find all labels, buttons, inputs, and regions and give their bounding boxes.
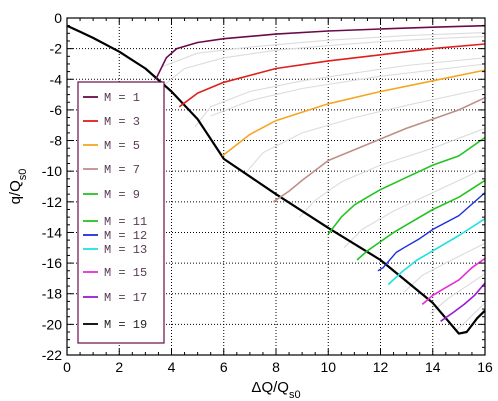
y-tick-label: -2 [50, 41, 63, 57]
x-tick-label: 2 [115, 359, 123, 375]
legend-label: M = 1 [104, 91, 140, 105]
y-tick-label: -8 [50, 133, 63, 149]
series-line-16 [356, 179, 486, 261]
series-line-20 [440, 282, 486, 322]
series-line-4 [343, 167, 486, 249]
legend-label: M = 3 [104, 115, 140, 129]
y-tick-label: -14 [42, 224, 62, 240]
series-line-5 [403, 242, 486, 293]
x-tick-label: 10 [320, 359, 336, 375]
series-line-1 [194, 57, 486, 128]
series-line-3 [299, 127, 486, 218]
x-tick-label: 0 [63, 359, 71, 375]
legend-label: M = 17 [104, 291, 147, 305]
y-tick-label: -16 [42, 255, 62, 271]
series-line-15 [327, 136, 486, 235]
series-line-17 [377, 192, 486, 272]
x-axis-label-sub: s0 [289, 389, 301, 401]
series-line-14 [272, 96, 486, 203]
y-tick-label: -12 [42, 194, 62, 210]
series-group [66, 24, 486, 335]
x-axis-label: ΔQ/Qs0 [251, 379, 300, 401]
legend-label: M = 15 [104, 266, 147, 280]
legend: M = 1M = 3M = 5M = 7M = 9M = 11M = 12M =… [77, 81, 165, 344]
y-tick-label: -6 [50, 102, 63, 118]
legend-label: M = 5 [104, 139, 140, 153]
series-line-18 [387, 218, 486, 286]
y-axis-label: q/Qs0 [7, 169, 29, 205]
series-line-8 [160, 32, 486, 68]
y-axis-label-sub: s0 [17, 169, 29, 181]
series-line-2 [244, 87, 486, 175]
legend-label: M = 11 [104, 215, 147, 229]
series-line-12 [178, 43, 486, 108]
y-tick-label: -4 [50, 71, 63, 87]
y-axis-label-main: q/Q [7, 180, 24, 204]
series-line-11 [155, 24, 486, 80]
series-line-0 [163, 35, 486, 86]
x-tick-label: 12 [373, 359, 389, 375]
legend-label: M = 12 [104, 229, 147, 243]
x-tick-label: 8 [272, 359, 280, 375]
y-tick-label: -20 [42, 316, 62, 332]
series-line-10 [66, 24, 486, 335]
legend-label: M = 19 [104, 318, 147, 332]
x-axis-label-main: ΔQ/Q [251, 379, 289, 396]
x-tick-label: 6 [220, 359, 228, 375]
y-tick-label: -10 [42, 163, 62, 179]
axis-ticks: 0 2 4 6 8 10 12 14 16 0 -2 -4 -6 -8 -10 -12 -14 -16 -18 -20… [42, 10, 493, 375]
legend-label: M = 7 [104, 163, 140, 177]
x-tick-label: 4 [168, 359, 176, 375]
series-line-9 [210, 63, 486, 117]
x-tick-label: 14 [425, 359, 441, 375]
series-line-13 [221, 69, 486, 157]
y-tick-label: -18 [42, 286, 62, 302]
series-line-6 [429, 273, 486, 315]
series-line-7 [455, 302, 486, 331]
legend-box [77, 81, 165, 344]
legend-label: M = 9 [104, 188, 140, 202]
x-tick-label: 16 [477, 359, 493, 375]
y-tick-label: 0 [54, 10, 62, 26]
series-line-19 [421, 257, 486, 306]
y-tick-label: -22 [42, 347, 62, 363]
legend-label: M = 13 [104, 243, 147, 257]
